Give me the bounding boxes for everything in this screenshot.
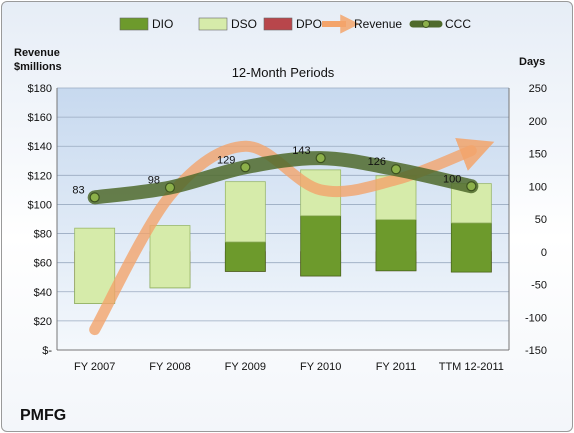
right-tick-label: 250 xyxy=(529,83,547,95)
legend-marker-ccc xyxy=(422,20,430,28)
dio-bar xyxy=(450,222,492,273)
left-tick-label: $20 xyxy=(34,316,52,328)
ccc-marker xyxy=(240,162,251,173)
ccc-marker xyxy=(390,164,402,175)
chart-subtitle: 12-Month Periods xyxy=(232,65,335,80)
x-tick-label: FY 2009 xyxy=(225,361,266,373)
left-tick-label: $80 xyxy=(34,229,52,241)
right-tick-label: -150 xyxy=(525,345,547,357)
ccc-data-label: 100 xyxy=(443,173,461,185)
left-tick-label: $40 xyxy=(34,287,52,299)
dio-bar xyxy=(375,219,417,272)
left-tick-label: $100 xyxy=(28,199,52,211)
ccc-line xyxy=(87,151,479,205)
x-tick-label: FY 2007 xyxy=(74,361,115,373)
left-tick-label: $180 xyxy=(28,83,52,95)
left-axis-ticks: $- $20 $40 $60 $80 $100 $120 $140 $160 $180 xyxy=(28,83,53,357)
right-tick-label: -100 xyxy=(525,312,547,324)
ccc-data-label: 143 xyxy=(292,145,310,157)
ccc-data-label: 126 xyxy=(368,156,386,168)
legend-label: DIO xyxy=(152,17,173,31)
ccc-marker xyxy=(164,182,176,193)
legend-swatch-dso xyxy=(198,17,228,31)
dio-bar xyxy=(224,241,266,272)
bars xyxy=(74,169,492,304)
legend-label: DPO xyxy=(296,17,322,31)
ccc-marker xyxy=(466,181,477,192)
right-tick-label: 200 xyxy=(529,116,547,128)
x-tick-label: FY 2008 xyxy=(149,361,190,373)
ccc-data-label: 98 xyxy=(148,175,160,187)
legend-swatch-dio xyxy=(119,17,149,31)
plot-area xyxy=(57,88,509,350)
revenue-line xyxy=(89,137,495,336)
x-axis-ticks: FY 2007 FY 2008 FY 2009 FY 2010 FY 2011 TTM 1… xyxy=(74,361,504,373)
x-tick-label: FY 2011 xyxy=(376,361,417,373)
legend-swatch-dpo xyxy=(263,17,293,31)
ccc-marker xyxy=(315,152,326,164)
ccc-markers xyxy=(89,152,477,203)
dso-bar xyxy=(149,225,191,289)
company-ticker: PMFG xyxy=(20,407,66,424)
right-axis-title: Days xyxy=(519,56,545,68)
left-axis-title-line2: $millions xyxy=(14,61,62,73)
left-tick-label: $120 xyxy=(28,170,52,182)
right-tick-label: -50 xyxy=(531,280,547,292)
legend: DIO DSO DPO Revenue CCC xyxy=(119,14,471,34)
ccc-marker xyxy=(89,192,100,203)
dio-bar xyxy=(300,215,342,277)
left-tick-label: $- xyxy=(42,345,52,357)
x-tick-label: TTM 12-2011 xyxy=(439,361,504,373)
right-tick-label: 100 xyxy=(529,181,547,193)
ccc-labels: 83 98 129 143 126 100 xyxy=(72,145,461,196)
legend-label: CCC xyxy=(445,17,471,31)
ccc-data-label: 83 xyxy=(72,184,84,196)
ccc-data-label: 129 xyxy=(217,154,235,166)
right-axis-ticks: -150 -100 -50 0 50 100 150 200 250 xyxy=(525,83,547,357)
left-tick-label: $60 xyxy=(34,258,52,270)
dso-bar xyxy=(74,227,116,304)
right-tick-label: 50 xyxy=(535,214,547,226)
left-tick-label: $140 xyxy=(28,141,52,153)
legend-label: Revenue xyxy=(354,17,402,31)
left-tick-label: $160 xyxy=(28,112,52,124)
dso-bar xyxy=(224,181,266,243)
left-axis-title-line1: Revenue xyxy=(14,47,60,59)
gridlines xyxy=(56,87,510,351)
legend-label: DSO xyxy=(231,17,257,31)
right-tick-label: 0 xyxy=(541,247,547,259)
x-tick-label: FY 2010 xyxy=(300,361,341,373)
right-tick-label: 150 xyxy=(529,149,547,161)
